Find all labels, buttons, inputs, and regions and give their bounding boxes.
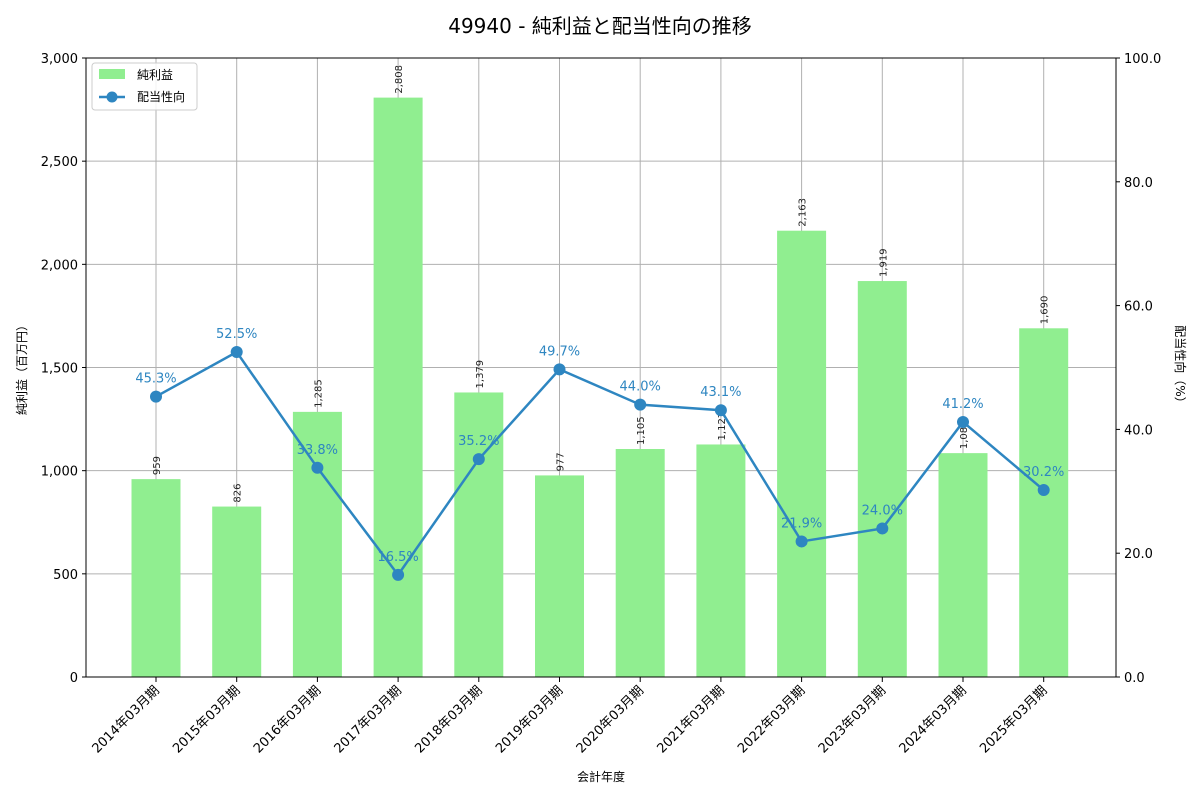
line-marker — [472, 453, 485, 466]
legend: 純利益 配当性向 — [91, 62, 198, 111]
line-marker — [957, 415, 969, 428]
line-value-label: 45.3% — [135, 372, 176, 387]
bar-value-label: 1,285 — [313, 379, 324, 408]
right-tick-label: 80.0 — [1124, 176, 1153, 191]
bar-value-label: 1,127 — [717, 412, 728, 441]
bar — [615, 449, 665, 677]
line-value-label: 43.1% — [700, 385, 741, 400]
right-tick-label: 0.0 — [1124, 671, 1145, 686]
line-marker — [795, 535, 808, 548]
bar — [535, 475, 584, 677]
line-marker — [634, 398, 647, 411]
bar-value-label: 977 — [556, 452, 567, 471]
line-value-label: 16.5% — [377, 550, 418, 565]
x-tick-label: 2024年03月期 — [897, 683, 970, 756]
bar-value-label: 2,808 — [394, 65, 405, 94]
bar-value-label: 826 — [233, 483, 244, 502]
bar — [292, 411, 342, 677]
line-marker — [1037, 484, 1050, 497]
left-tick-label: 3,000 — [41, 52, 78, 67]
left-axis-title: 純利益（百万円） — [15, 319, 29, 415]
line-marker — [714, 404, 727, 417]
legend-line-label: 配当性向 — [137, 89, 185, 104]
right-axis-title: 配当性向（%） — [1173, 325, 1188, 408]
bar-value-label: 1,379 — [475, 360, 486, 389]
line-marker — [230, 346, 243, 359]
right-y-axis: 0.0 20.0 40.0 60.0 80.0 100.0 — [1116, 52, 1161, 686]
line-value-label: 30.2% — [1023, 465, 1064, 480]
x-tick-label: 2019年03月期 — [493, 683, 566, 756]
line-marker — [876, 522, 889, 535]
bar — [212, 506, 262, 677]
line-value-labels: 45.3% 52.5% 33.8% 16.5% 35.2% 49.7% 44.0% 43.1%… — [135, 327, 1064, 565]
x-tick-label: 2021年03月期 — [654, 683, 727, 756]
bar — [696, 444, 746, 677]
bar — [131, 479, 181, 677]
payout-ratio-line — [155, 350, 1045, 577]
right-tick-label: 60.0 — [1124, 300, 1153, 315]
line-marker — [392, 568, 405, 581]
left-tick-label: 2,000 — [41, 258, 78, 273]
left-tick-label: 1,000 — [41, 465, 78, 480]
line-value-label: 21.9% — [781, 516, 822, 531]
bar-value-label: 1,919 — [878, 248, 889, 277]
bar-series-net-income — [131, 97, 1069, 678]
left-y-axis: 0 500 1,000 1,500 2,000 2,500 3,000 — [41, 52, 86, 686]
line-marker — [150, 390, 162, 403]
bar — [1019, 328, 1069, 677]
x-axis: 2014年03月期 2015年03月期 2016年03月期 2017年03月期 2018… — [90, 677, 1051, 757]
x-tick-label: 2017年03月期 — [332, 683, 405, 756]
line-value-label: 24.0% — [862, 503, 903, 518]
bar-value-labels: 959 826 1,285 2,808 1,379 977 1,105 1,127 2,163 1… — [152, 65, 1051, 503]
bar — [373, 97, 423, 678]
bar-value-label: 1,085 — [959, 420, 970, 449]
x-tick-label: 2022年03月期 — [735, 683, 808, 756]
bar — [857, 281, 907, 677]
x-tick-label: 2018年03月期 — [412, 683, 485, 756]
right-tick-label: 40.0 — [1124, 423, 1153, 438]
bar-value-label: 1,105 — [636, 416, 647, 445]
line-value-label: 33.8% — [297, 443, 338, 458]
line-value-label: 49.7% — [539, 344, 580, 359]
x-tick-label: 2014年03月期 — [90, 683, 163, 756]
x-axis-title: 会計年度 — [577, 769, 625, 784]
chart-title: 49940 - 純利益と配当性向の推移 — [448, 14, 752, 38]
legend-bar-swatch-icon — [99, 69, 125, 79]
line-series-payout-ratio — [150, 346, 1050, 581]
bar — [938, 453, 988, 677]
x-tick-label: 2023年03月期 — [816, 683, 889, 756]
line-value-label: 44.0% — [620, 380, 661, 395]
legend-bar-label: 純利益 — [137, 68, 173, 82]
left-tick-label: 500 — [53, 568, 78, 583]
line-value-label: 52.5% — [216, 327, 257, 342]
bar-value-label: 1,690 — [1040, 296, 1051, 325]
line-marker — [311, 461, 324, 474]
line-value-label: 41.2% — [942, 397, 983, 412]
right-tick-label: 100.0 — [1124, 52, 1161, 67]
x-tick-label: 2016年03月期 — [251, 683, 324, 756]
bar — [777, 230, 827, 678]
right-tick-label: 20.0 — [1124, 547, 1153, 562]
left-tick-label: 1,500 — [41, 362, 78, 377]
bar-value-label: 959 — [152, 456, 163, 475]
x-tick-label: 2020年03月期 — [574, 683, 647, 756]
line-value-label: 35.2% — [458, 434, 499, 449]
x-tick-label: 2015年03月期 — [170, 683, 243, 756]
legend-marker-icon — [106, 91, 118, 103]
left-tick-label: 2,500 — [41, 155, 78, 170]
left-tick-label: 0 — [70, 671, 78, 686]
line-marker — [553, 363, 566, 376]
x-tick-label: 2025年03月期 — [977, 683, 1050, 756]
bar-value-label: 2,163 — [798, 198, 809, 227]
